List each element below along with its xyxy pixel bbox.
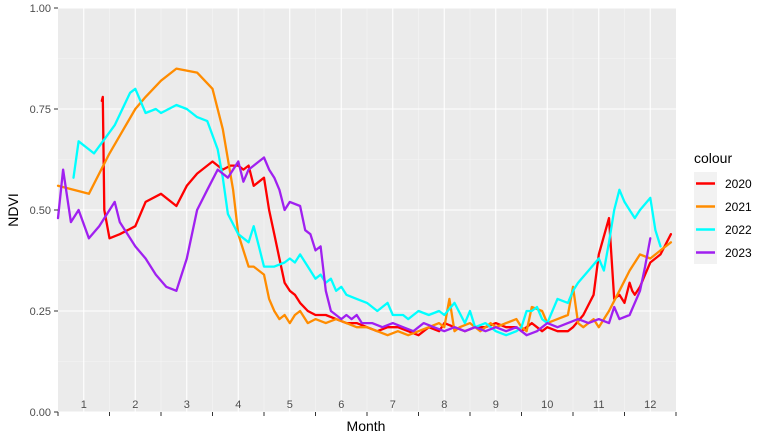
month-label: 1: [81, 399, 87, 411]
x-axis: [57, 412, 677, 416]
x-axis-title: Month: [347, 418, 386, 434]
legend-label-2020: 2020: [725, 177, 752, 191]
y-tick-label: 0.75: [30, 104, 51, 116]
y-tick-label: 0.25: [30, 306, 51, 318]
y-tick-label: 0.00: [30, 407, 51, 419]
month-label: 7: [390, 399, 396, 411]
month-label: 9: [493, 399, 499, 411]
month-label: 6: [338, 399, 344, 411]
month-label: 5: [287, 399, 293, 411]
month-label: 4: [235, 399, 241, 411]
month-labels: 1 2 3 4 5 6 7 8 9 10 11 12: [81, 399, 657, 411]
month-label: 10: [541, 399, 553, 411]
series-lines: [56, 67, 673, 337]
series-line-2022: [72, 87, 662, 337]
month-label: 12: [644, 399, 656, 411]
legend: colour 2020 2021 2022 2023: [694, 150, 752, 264]
legend-title: colour: [694, 150, 732, 166]
y-tick-label: 1.00: [30, 3, 51, 15]
y-axis: 0.00 0.25 0.50 0.75 1.00: [30, 3, 58, 419]
legend-label-2023: 2023: [725, 246, 752, 260]
y-tick-label: 0.50: [30, 205, 51, 217]
series-line-2023: [56, 156, 652, 337]
y-axis-title: NDVI: [5, 193, 21, 226]
month-label: 8: [441, 399, 447, 411]
month-label: 11: [593, 399, 604, 411]
month-label: 3: [184, 399, 190, 411]
legend-label-2022: 2022: [725, 223, 752, 237]
month-label: 2: [132, 399, 138, 411]
legend-label-2021: 2021: [725, 200, 752, 214]
